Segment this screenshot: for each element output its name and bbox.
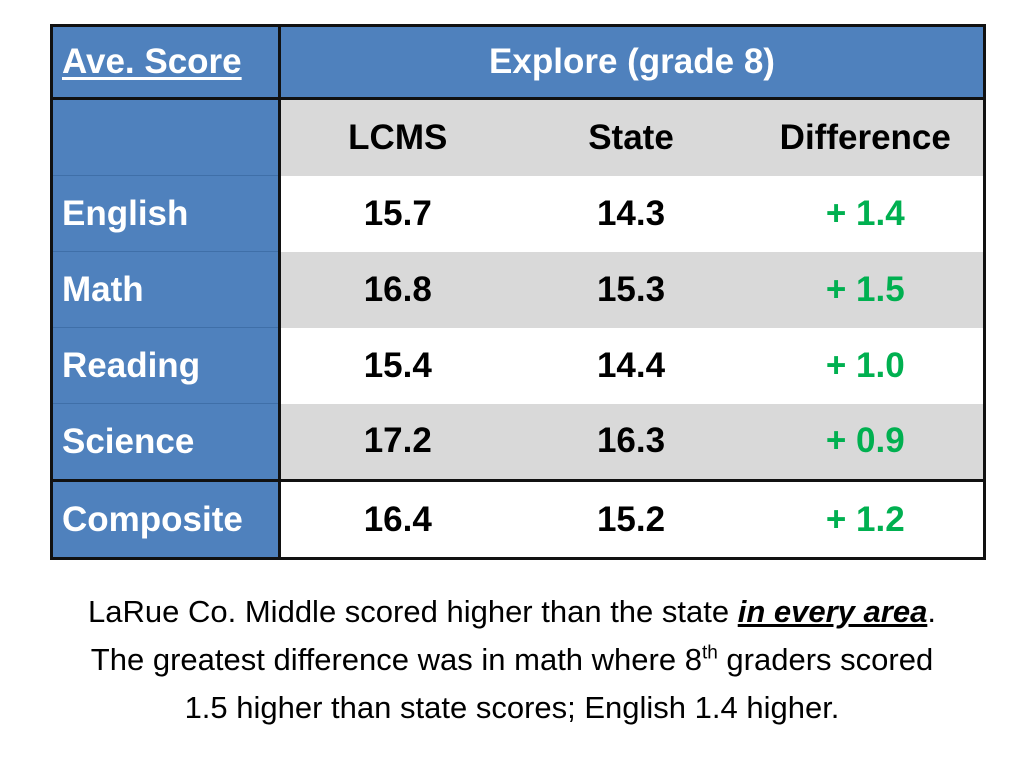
explore-grade-heading: Explore (grade 8) [279,25,985,100]
empty-label-cell [51,98,281,176]
lcms-score: 15.4 [279,327,515,404]
caption-line-1: LaRue Co. Middle scored higher than the … [0,588,1024,636]
column-header-lcms: LCMS [279,98,515,176]
lcms-score: 17.2 [279,403,515,481]
lcms-score: 15.7 [279,175,515,252]
column-header-difference: Difference [747,98,985,176]
header-label-cell: Ave. Score [51,25,281,100]
subject-label: Science [51,403,281,481]
caption-line-1-start: LaRue Co. Middle scored higher than the … [88,594,738,629]
scores-table: Ave. Score Explore (grade 8) LCMS State … [50,24,987,560]
state-score: 15.3 [514,251,748,328]
lcms-score: 16.4 [279,479,515,559]
state-score: 15.2 [514,479,748,559]
caption-line-2: The greatest difference was in math wher… [0,636,1024,684]
difference-value: + 1.2 [747,479,985,559]
state-score: 14.3 [514,175,748,252]
column-header-state: State [514,98,748,176]
difference-value: + 1.0 [747,327,985,404]
summary-caption: LaRue Co. Middle scored higher than the … [0,588,1024,732]
subject-label: Composite [51,479,281,559]
caption-superscript: th [701,642,718,664]
table-row-reading: Reading 15.4 14.4 + 1.0 [51,327,985,404]
caption-line-2-start: The greatest difference was in math wher… [90,642,702,677]
caption-line-1-end: . [927,594,936,629]
state-score: 14.4 [514,327,748,404]
difference-value: + 0.9 [747,403,985,481]
table-row-composite: Composite 16.4 15.2 + 1.2 [51,479,985,559]
table-header-row: Ave. Score Explore (grade 8) [51,25,985,100]
state-score: 16.3 [514,403,748,481]
caption-emphasis: in every area [737,594,928,629]
caption-line-2-end: graders scored [717,642,934,677]
subject-label: Math [51,251,281,328]
subject-label: English [51,175,281,252]
difference-value: + 1.4 [747,175,985,252]
table-row-math: Math 16.8 15.3 + 1.5 [51,251,985,328]
ave-score-heading: Ave. Score [62,42,242,81]
subject-label: Reading [51,327,281,404]
lcms-score: 16.8 [279,251,515,328]
caption-line-3: 1.5 higher than state scores; English 1.… [184,690,840,725]
table-row-english: English 15.7 14.3 + 1.4 [51,175,985,252]
table-row-science: Science 17.2 16.3 + 0.9 [51,403,985,481]
column-header-row: LCMS State Difference [51,98,985,176]
difference-value: + 1.5 [747,251,985,328]
